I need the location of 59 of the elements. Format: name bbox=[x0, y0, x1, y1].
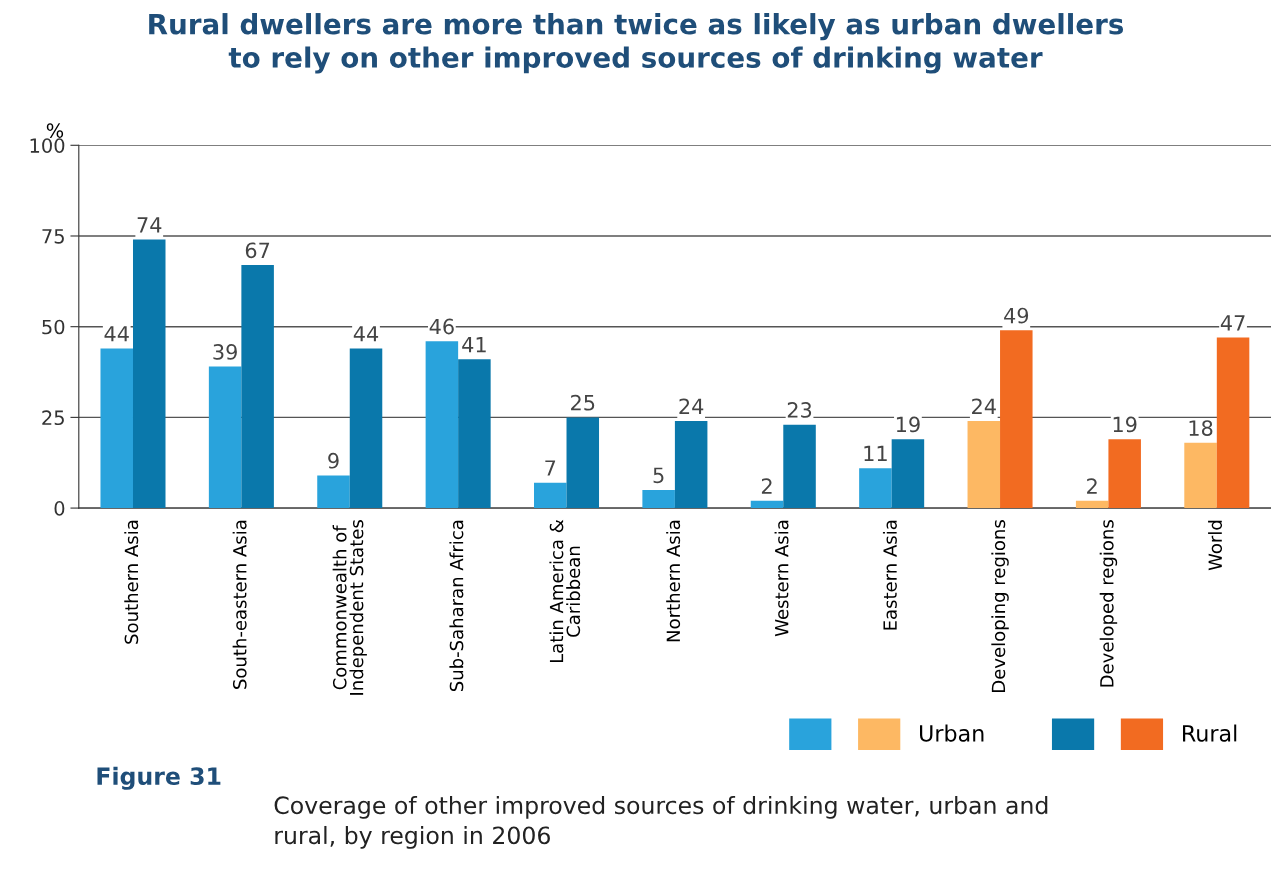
bar bbox=[642, 489, 675, 509]
data-label: 25 bbox=[571, 394, 595, 411]
data-label: 24 bbox=[679, 398, 704, 414]
data-label: 23 bbox=[787, 402, 812, 418]
x-tick-label: Eastern Asia bbox=[882, 520, 897, 630]
bar bbox=[534, 482, 567, 509]
y-axis-title: % bbox=[46, 123, 64, 138]
y-tick-label: 0 bbox=[54, 501, 65, 516]
data-label: 49 bbox=[1004, 307, 1029, 324]
data-label: 2 bbox=[1087, 478, 1097, 494]
x-tick-label: South-eastern Asia bbox=[232, 520, 247, 689]
data-label: 24 bbox=[972, 398, 996, 414]
bar bbox=[967, 421, 1001, 509]
bar bbox=[1108, 439, 1141, 509]
data-label: 74 bbox=[137, 217, 162, 233]
data-label: 19 bbox=[1113, 416, 1137, 433]
data-label: 9 bbox=[328, 452, 339, 469]
y-tick-label: 75 bbox=[42, 229, 64, 244]
y-tick-label: 100 bbox=[30, 138, 65, 153]
chart-title: Rural dwellers are more than twice as likely as urban dwellers to rely on other improved sources of drinking water bbox=[149, 13, 1124, 74]
data-label: 2 bbox=[761, 478, 772, 494]
x-tick-label: Latin America & Caribbean bbox=[549, 519, 581, 663]
caption: Figure 31 bbox=[97, 766, 221, 790]
bar bbox=[317, 475, 350, 509]
x-tick-label: Western Asia bbox=[774, 520, 789, 637]
y-tick-label: 25 bbox=[42, 410, 64, 426]
data-label: 44 bbox=[353, 326, 379, 342]
data-label: 18 bbox=[1189, 420, 1213, 436]
x-tick-label: World bbox=[1208, 520, 1223, 571]
x-tick-label: Sub-Saharan Africa bbox=[449, 520, 464, 692]
bar bbox=[750, 500, 784, 509]
data-label: 41 bbox=[462, 337, 486, 353]
legend-label: Rural bbox=[1183, 724, 1237, 742]
bar bbox=[349, 348, 383, 509]
bar bbox=[1075, 500, 1109, 509]
data-label: 7 bbox=[545, 460, 556, 476]
data-label: 39 bbox=[213, 344, 237, 360]
bar bbox=[100, 348, 133, 509]
text: Coverage of other improved sources of drinking water, urban and rural, by region in 2006 bbox=[274, 795, 1048, 849]
bar bbox=[891, 439, 925, 509]
bar bbox=[783, 424, 816, 509]
bar bbox=[425, 341, 459, 509]
data-label: 19 bbox=[896, 416, 920, 433]
data-label: 44 bbox=[104, 326, 129, 342]
y-tick-label: 50 bbox=[42, 319, 65, 335]
x-tick-label: Commonwealth of Independent States bbox=[332, 520, 367, 695]
bar bbox=[674, 421, 708, 509]
data-label: 11 bbox=[864, 445, 887, 462]
legend-label: Urban bbox=[920, 724, 984, 742]
bar bbox=[1216, 337, 1250, 509]
x-tick-label: Developed regions bbox=[1099, 520, 1118, 687]
x-tick-label: Developing regions bbox=[991, 520, 1009, 692]
data-label: 5 bbox=[653, 467, 664, 484]
data-label: 67 bbox=[245, 242, 270, 259]
x-tick-label: Northern Asia bbox=[666, 520, 681, 642]
data-label: 46 bbox=[429, 318, 454, 335]
bar bbox=[241, 265, 274, 509]
x-tick-label: Southern Asia bbox=[124, 520, 139, 644]
data-label: 47 bbox=[1220, 315, 1245, 331]
